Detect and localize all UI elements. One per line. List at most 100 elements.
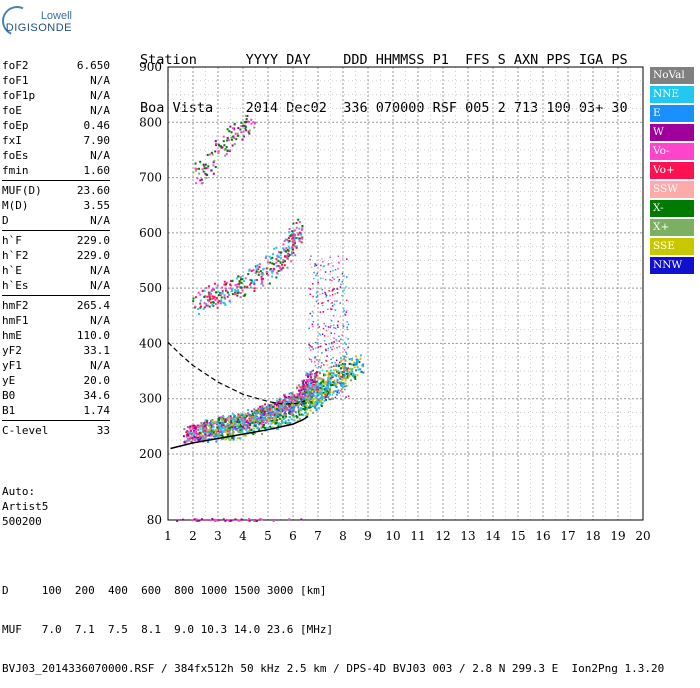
param-value: N/A (90, 279, 110, 292)
param-label: yF1 (2, 359, 22, 372)
param-value: 1.60 (83, 164, 111, 177)
echo-point (330, 325, 332, 327)
echo-point (261, 415, 264, 418)
echo-point (236, 286, 239, 289)
echo-point (309, 342, 311, 344)
echo-point (340, 398, 342, 401)
echo-point (319, 334, 322, 336)
echo-point (308, 400, 311, 403)
echo-point (221, 146, 224, 149)
echo-point (275, 258, 278, 261)
echo-point (234, 288, 237, 291)
echo-point (309, 406, 312, 409)
echo-point (297, 384, 300, 387)
echo-point (288, 230, 291, 233)
param-label: foE (2, 104, 22, 117)
legend-item: SSW (650, 181, 694, 198)
echo-point (252, 433, 255, 436)
echo-point (333, 383, 336, 386)
echo-point (240, 424, 243, 427)
echo-point (286, 253, 289, 256)
echo-point (207, 299, 210, 302)
echo-point (248, 420, 251, 423)
echo-point (323, 399, 326, 402)
echo-point (304, 407, 307, 410)
echo-point (224, 287, 227, 290)
echo-point (250, 410, 253, 413)
echo-point (210, 429, 213, 432)
echo-point (253, 415, 256, 418)
echo-point (250, 269, 253, 272)
echo-point (311, 403, 314, 406)
echo-point (317, 302, 320, 305)
echo-point (202, 163, 205, 166)
echo-point (221, 426, 224, 429)
echo-point (277, 425, 280, 428)
echo-point (316, 377, 319, 380)
echo-point (317, 398, 320, 401)
echo-point (302, 407, 305, 410)
echo-point (274, 422, 277, 425)
echo-point (234, 291, 237, 294)
echo-point (283, 409, 286, 412)
echo-point (200, 438, 203, 441)
echo-point (207, 440, 210, 443)
echo-point (276, 428, 279, 431)
echo-point (317, 346, 319, 348)
echo-point (345, 343, 347, 345)
echo-point (327, 349, 330, 351)
echo-point (234, 292, 237, 295)
echo-point (194, 427, 197, 430)
echo-point (241, 420, 244, 423)
echo-point (227, 519, 230, 522)
echo-point (334, 396, 337, 399)
echo-point (233, 127, 236, 130)
echo-point (244, 125, 247, 128)
echo-point (246, 431, 249, 434)
echo-point (352, 376, 355, 379)
echo-point (309, 373, 311, 376)
echo-point (355, 363, 358, 366)
echo-point (253, 126, 256, 129)
echo-point (203, 296, 206, 299)
echo-point (341, 334, 343, 336)
echo-point (342, 290, 344, 292)
echo-point (310, 394, 312, 396)
echo-point (238, 415, 241, 418)
echo-point (307, 374, 310, 377)
echo-point (223, 296, 226, 299)
echo-point (261, 433, 264, 436)
param-value: 6.650 (76, 59, 110, 72)
echo-point (192, 297, 195, 300)
echo-point (303, 390, 306, 393)
echo-point (256, 421, 259, 424)
echo-point (285, 415, 288, 418)
echo-point (326, 387, 329, 390)
echo-point (234, 422, 237, 425)
echo-point (342, 324, 344, 327)
echo-point (322, 380, 325, 383)
echo-point (285, 247, 288, 250)
echo-point (215, 286, 218, 289)
echo-point (229, 438, 232, 441)
x-tick-label: 10 (385, 529, 400, 543)
echo-point (311, 388, 314, 391)
echo-point (233, 435, 236, 438)
echo-point (317, 342, 319, 344)
echo-point (226, 150, 229, 153)
echo-point (198, 431, 201, 434)
echo-point (319, 366, 322, 369)
echo-point (333, 369, 336, 372)
echo-point (293, 240, 296, 243)
echo-point (213, 295, 216, 298)
echo-point (316, 272, 318, 275)
echo-point (279, 412, 282, 415)
echo-point (241, 289, 244, 292)
echo-point (346, 258, 348, 260)
echo-point (262, 413, 265, 416)
echo-point (250, 429, 253, 432)
echo-point (315, 391, 318, 394)
echo-point (314, 347, 317, 349)
echo-point (229, 426, 232, 429)
echo-point (270, 412, 273, 415)
